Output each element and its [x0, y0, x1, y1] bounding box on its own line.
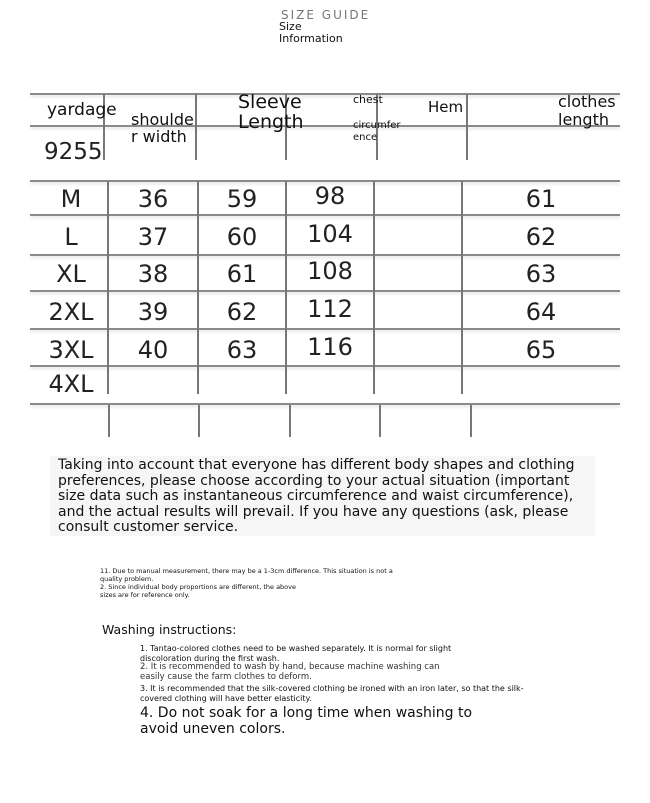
washing-item-1: 1. Tantao-colored clothes need to be was…	[140, 644, 452, 663]
cell-shoulder: 36	[137, 185, 169, 213]
washing-item-4: 4. Do not soak for a long time when wash…	[140, 705, 473, 737]
header-yardage: yardage	[47, 100, 117, 120]
cell-shoulder: 37	[137, 223, 169, 251]
table-rule	[470, 405, 472, 437]
header-line: r width	[131, 127, 187, 146]
washing-item-3: 3. It is recommended that the silk-cover…	[140, 684, 524, 703]
size-label: 2XL	[48, 298, 94, 326]
table-rule	[30, 180, 620, 182]
header-chest: chest	[353, 93, 383, 106]
table-rule	[30, 403, 620, 405]
table-rule	[30, 290, 620, 292]
size-label: 4XL	[48, 370, 94, 398]
header-line: Sleeve	[238, 91, 302, 113]
cell-length: 64	[525, 298, 557, 326]
table-rule	[197, 181, 199, 394]
cell-chest: 104	[307, 220, 353, 248]
header-shoulder-width: shoulde r width	[131, 111, 194, 145]
table-rule	[103, 94, 105, 160]
cell-sleeve: 60	[226, 223, 258, 251]
table-rule	[30, 254, 620, 256]
table-rule	[466, 94, 468, 160]
table-rule	[30, 125, 620, 127]
cell-sleeve: 59	[226, 185, 258, 213]
header-line: ence	[353, 132, 378, 143]
table-rule	[30, 214, 620, 216]
cell-length: 65	[525, 336, 557, 364]
notice-background	[50, 456, 595, 536]
header-line: clothes	[558, 92, 616, 111]
washing-item-2: 2. It is recommended to wash by hand, be…	[140, 662, 440, 682]
table-rule	[30, 365, 620, 367]
table-rule	[30, 328, 620, 330]
header-sleeve-length: Sleeve Length	[238, 92, 304, 132]
cell-chest: 98	[314, 182, 346, 210]
table-rule	[107, 181, 109, 394]
size-label: XL	[56, 260, 86, 288]
table-rule	[379, 405, 381, 437]
table-rule	[373, 181, 375, 394]
table-rule	[198, 405, 200, 437]
header-line: Length	[238, 111, 304, 133]
header-hem: Hem	[428, 98, 464, 116]
header-style-number: 9255	[44, 139, 103, 165]
note-2: 2. Since individual body proportions are…	[100, 583, 297, 599]
table-rule	[108, 405, 110, 437]
notice-text: Taking into account that everyone has di…	[58, 457, 575, 535]
note-1: 11. Due to manual measurement, there may…	[100, 567, 393, 583]
header-line: length	[558, 110, 609, 129]
cell-sleeve: 61	[226, 260, 258, 288]
header-line: shoulde	[131, 110, 194, 129]
cell-chest: 112	[307, 295, 353, 323]
header-clothes-length: clothes length	[558, 93, 616, 129]
size-label: 3XL	[48, 336, 94, 364]
cell-chest: 116	[307, 333, 353, 361]
size-label: L	[64, 223, 78, 251]
cell-shoulder: 38	[137, 260, 169, 288]
subtitle-line: Size	[279, 20, 302, 33]
size-information-label: Size Information	[279, 21, 343, 45]
cell-length: 62	[525, 223, 557, 251]
header-line: circumfer	[353, 120, 401, 131]
subtitle-line: Information	[279, 32, 343, 45]
washing-title: Washing instructions:	[102, 622, 237, 637]
header-chest-circumference: circumfer ence	[353, 120, 401, 144]
table-rule	[30, 93, 620, 95]
table-rule	[376, 94, 378, 160]
table-rule	[289, 405, 291, 437]
cell-shoulder: 40	[137, 336, 169, 364]
table-rule	[195, 94, 197, 160]
cell-sleeve: 62	[226, 298, 258, 326]
table-rule	[285, 94, 287, 160]
size-label: M	[60, 185, 82, 213]
table-rule	[461, 181, 463, 394]
cell-chest: 108	[307, 257, 353, 285]
size-guide-title: SIZE GUIDE	[281, 8, 371, 22]
cell-shoulder: 39	[137, 298, 169, 326]
cell-length: 63	[525, 260, 557, 288]
cell-length: 61	[525, 185, 557, 213]
cell-sleeve: 63	[226, 336, 258, 364]
table-rule	[285, 181, 287, 394]
